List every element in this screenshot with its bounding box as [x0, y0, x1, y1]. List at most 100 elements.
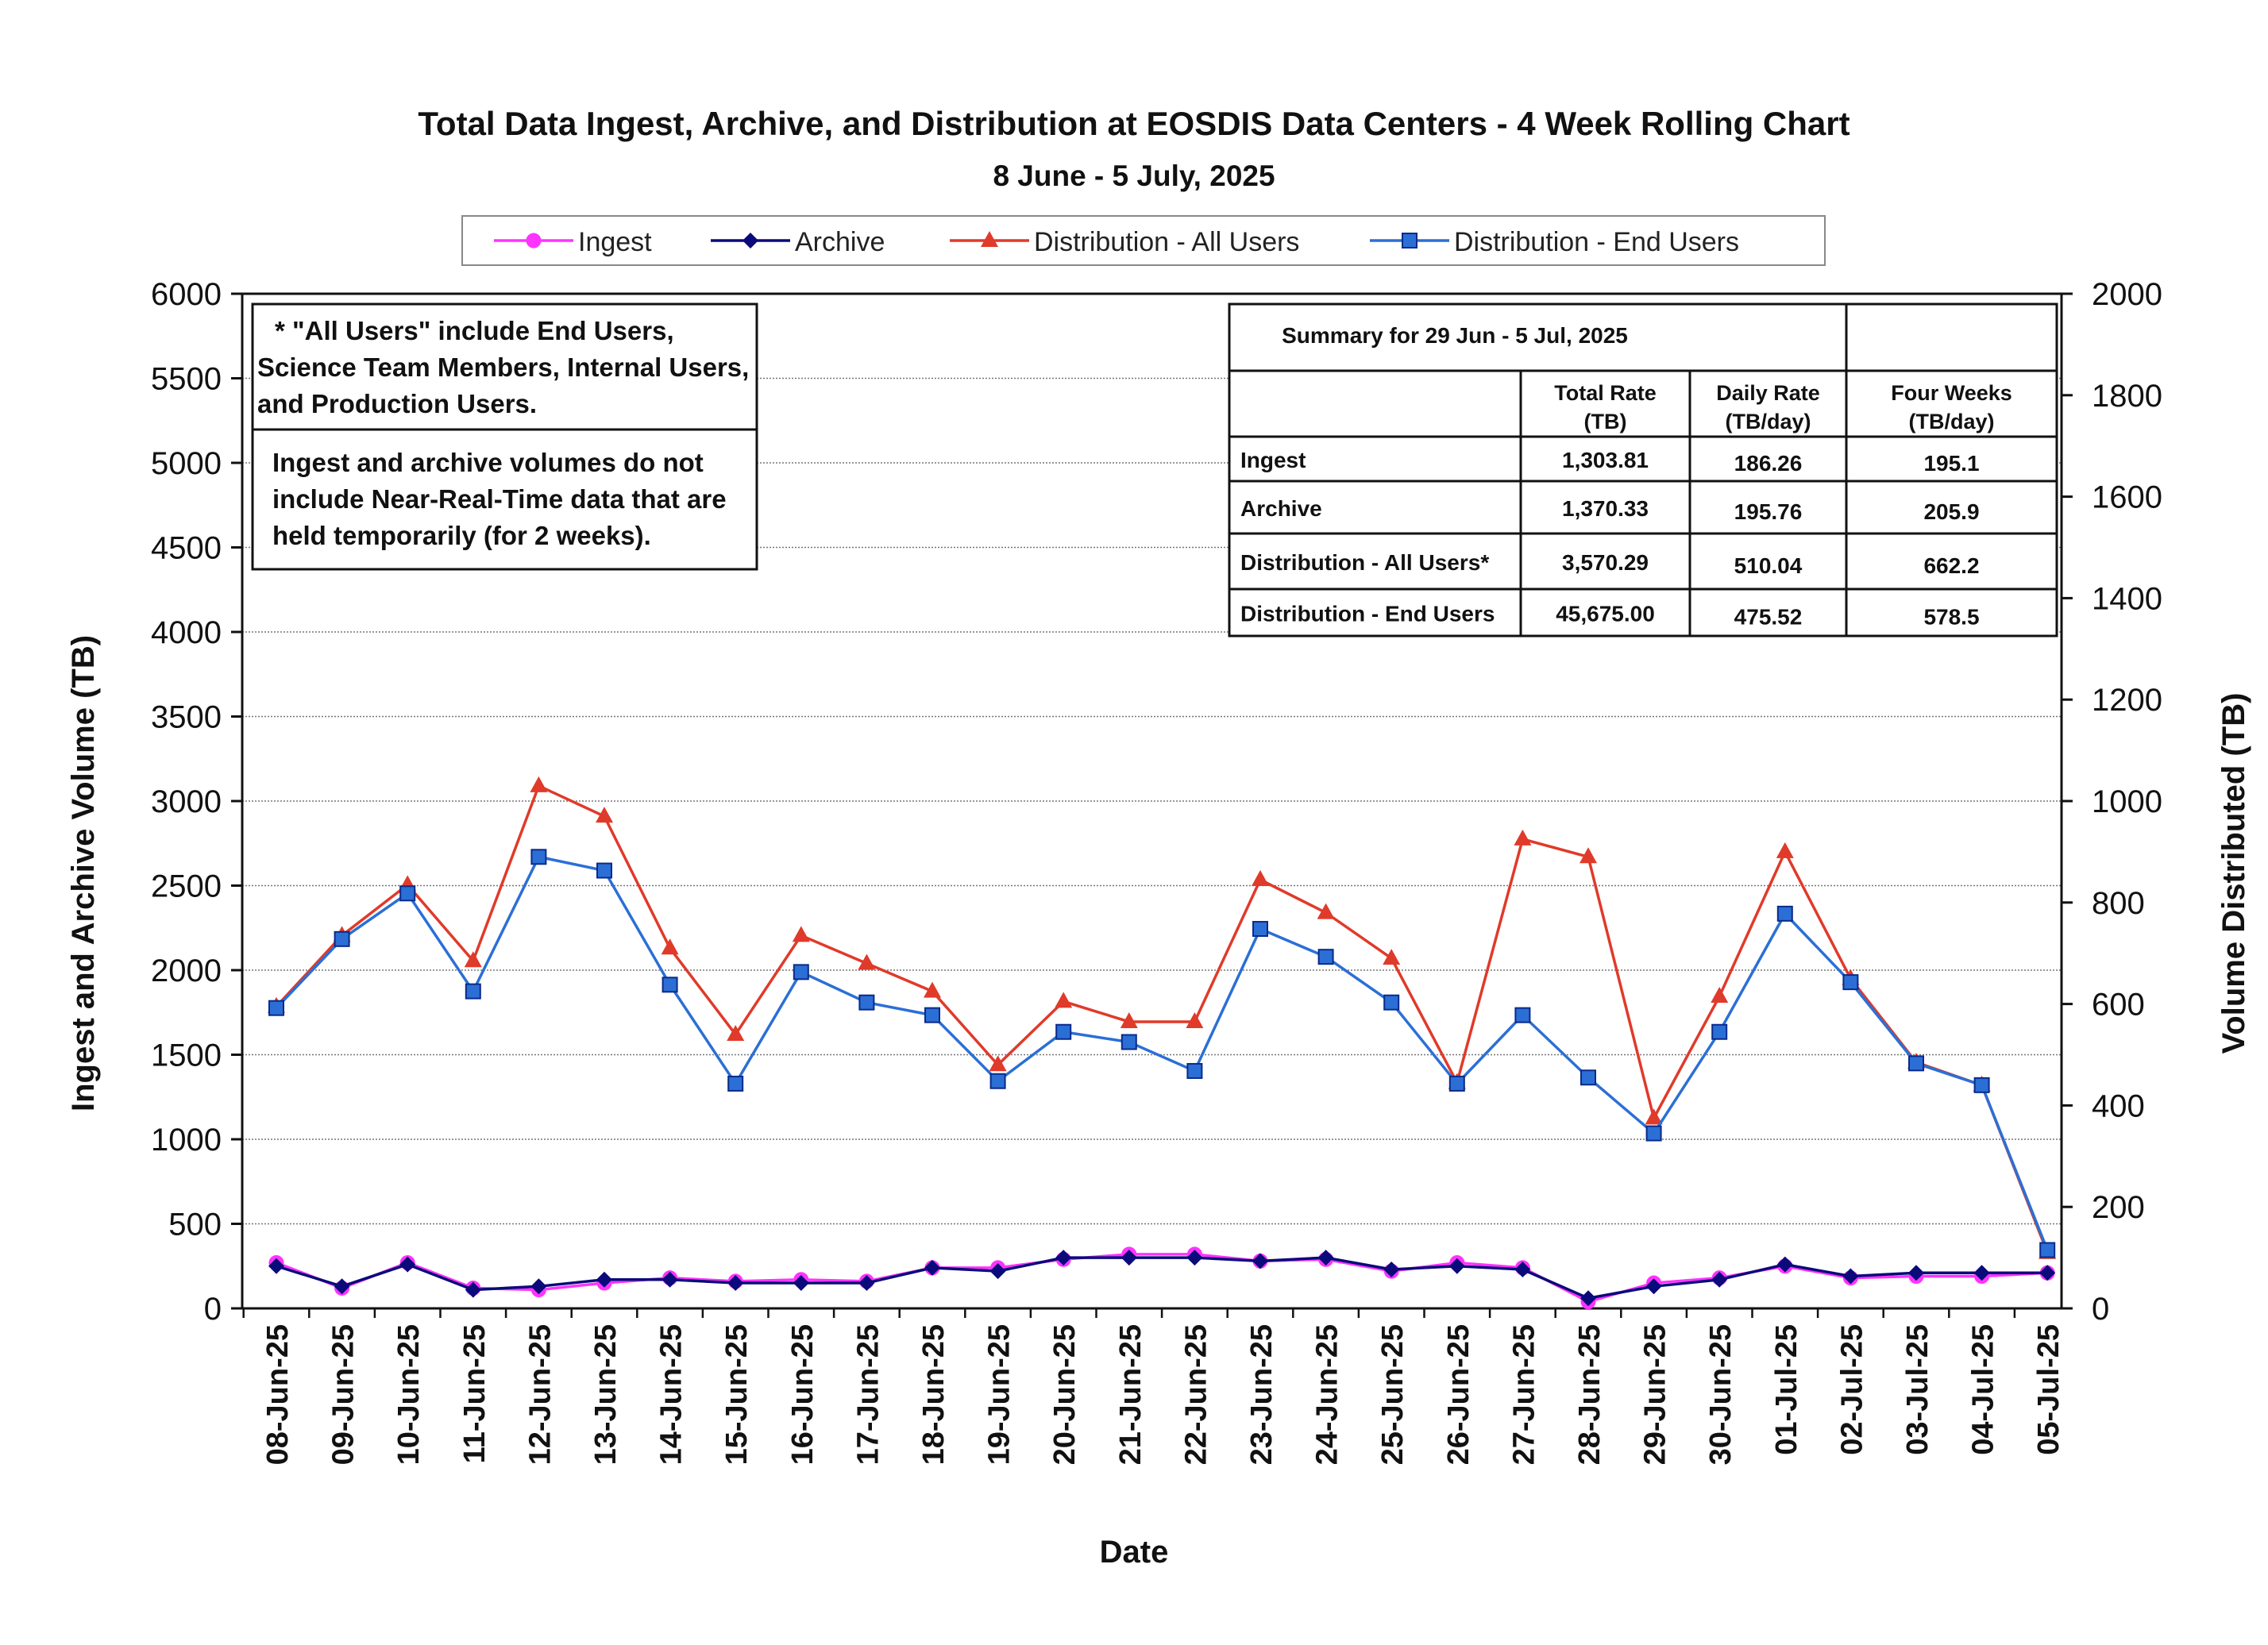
data-point	[661, 938, 679, 955]
y-right-tick-label: 800	[2092, 886, 2145, 921]
legend: Ingest Archive Distribution - All Users Dis…	[461, 215, 1826, 266]
y-right-tick-label: 1600	[2092, 480, 2162, 515]
data-point	[989, 1263, 1006, 1280]
data-point	[596, 807, 613, 823]
data-point	[1186, 1011, 1204, 1028]
x-tick-label: 28-Jun-25	[1573, 1324, 1606, 1465]
data-point	[1402, 233, 1418, 248]
x-tick-label: 15-Jun-25	[720, 1324, 754, 1465]
data-point	[1055, 1250, 1072, 1266]
note-all-users-line: and Production Users.	[257, 389, 537, 418]
data-point	[1317, 1250, 1334, 1266]
data-point	[1514, 1007, 1531, 1023]
data-point	[1776, 842, 1794, 858]
x-tick-label: 08-Jun-25	[261, 1324, 295, 1465]
data-point	[268, 1258, 284, 1274]
data-point	[1776, 1256, 1793, 1273]
y-right-tick-label: 200	[2092, 1190, 2145, 1225]
data-point	[1973, 1077, 1990, 1093]
notes-layer: * "All Users" include End Users, Science …	[251, 302, 758, 571]
data-point	[858, 1275, 875, 1292]
x-tick-label: 25-Jun-25	[1376, 1324, 1410, 1465]
summary-daily-rate: 186.26	[1734, 451, 1803, 476]
data-point	[793, 1275, 809, 1292]
data-point	[596, 1271, 612, 1288]
data-point	[1973, 1265, 1990, 1281]
y-right-tick-label: 1800	[2092, 379, 2162, 414]
data-point	[924, 1007, 940, 1023]
x-tick-label: 04-Jul-25	[1967, 1324, 2000, 1455]
x-tick-label: 20-Jun-25	[1048, 1324, 1082, 1465]
data-point	[1908, 1055, 1924, 1072]
summary-row-label: Archive	[1240, 496, 1322, 521]
y-right-tick-label: 1400	[2092, 581, 2162, 616]
data-point	[742, 233, 758, 248]
y-right-tick-label: 1200	[2092, 683, 2162, 718]
y-left-tick-label: 1000	[151, 1123, 222, 1158]
y-left-tick-label: 3500	[151, 700, 222, 735]
note-nrt-line: Ingest and archive volumes do not	[272, 448, 704, 477]
series-line	[276, 1256, 2048, 1300]
x-tick-label: 19-Jun-25	[983, 1324, 1016, 1465]
y-right-tick-label: 1000	[2092, 784, 2162, 819]
summary-row-label: Ingest	[1240, 448, 1306, 472]
data-point	[1514, 1262, 1531, 1278]
data-point	[1580, 1290, 1596, 1307]
y-axis-left-title: Ingest and Archive Volume (TB)	[66, 635, 101, 1111]
chart-title: Total Data Ingest, Archive, and Distribu…	[418, 105, 1850, 142]
data-point	[465, 1281, 481, 1298]
data-point	[530, 1278, 547, 1295]
y-right-tick-label: 0	[2092, 1292, 2109, 1327]
data-point	[1776, 905, 1793, 922]
data-point	[1317, 949, 1334, 965]
data-point	[1645, 1125, 1662, 1142]
x-tick-label: 02-Jul-25	[1835, 1324, 1869, 1455]
data-point	[1120, 1011, 1138, 1028]
y-right-tick-label: 400	[2092, 1088, 2145, 1123]
summary-header: Total Rate	[1554, 381, 1657, 405]
data-point	[1186, 1062, 1203, 1079]
x-tick-label: 12-Jun-25	[523, 1324, 557, 1465]
x-tick-label: 13-Jun-25	[589, 1324, 623, 1465]
data-point	[858, 953, 876, 970]
note-box-nrt	[251, 428, 758, 571]
data-point	[1645, 1278, 1662, 1295]
data-point	[989, 1073, 1006, 1089]
summary-total-rate: 45,675.00	[1556, 602, 1655, 626]
data-point	[399, 1256, 416, 1273]
legend-label: Archive	[795, 227, 885, 257]
data-point	[727, 1024, 745, 1041]
y-left-tick-label: 0	[204, 1292, 222, 1327]
data-point	[1383, 994, 1400, 1011]
x-tick-label: 29-Jun-25	[1639, 1324, 1672, 1465]
y-left-tick-label: 4000	[151, 615, 222, 650]
summary-header: (TB/day)	[1726, 410, 1811, 433]
x-axis-title: Date	[1100, 1535, 1169, 1570]
data-point	[1580, 1069, 1596, 1086]
summary-header: (TB/day)	[1909, 410, 1995, 433]
data-point	[793, 964, 809, 980]
legend-label: Ingest	[578, 227, 652, 257]
x-tick-label: 01-Jul-25	[1770, 1324, 1803, 1455]
data-point	[1842, 974, 1859, 991]
data-point	[1908, 1265, 1924, 1281]
series-layer	[268, 776, 2057, 1309]
data-point	[1448, 1075, 1465, 1092]
y-left-tick-label: 500	[168, 1208, 222, 1242]
summary-total-rate: 3,570.29	[1562, 550, 1649, 575]
y-left-tick-label: 1500	[151, 1038, 222, 1073]
x-tick-label: 21-Jun-25	[1114, 1324, 1148, 1465]
data-point	[858, 994, 875, 1011]
data-point	[268, 1000, 284, 1016]
x-tick-label: 03-Jul-25	[1901, 1324, 1934, 1455]
y-left-tick-label: 5500	[151, 362, 222, 397]
data-point	[2039, 1242, 2056, 1258]
data-point	[1317, 903, 1335, 919]
data-point	[1252, 870, 1269, 887]
data-point	[1645, 1108, 1663, 1125]
summary-row-label: Distribution - End Users	[1240, 602, 1495, 626]
data-point	[1186, 1250, 1203, 1266]
x-tick-label: 26-Jun-25	[1442, 1324, 1475, 1465]
y-left-tick-label: 2500	[151, 869, 222, 904]
